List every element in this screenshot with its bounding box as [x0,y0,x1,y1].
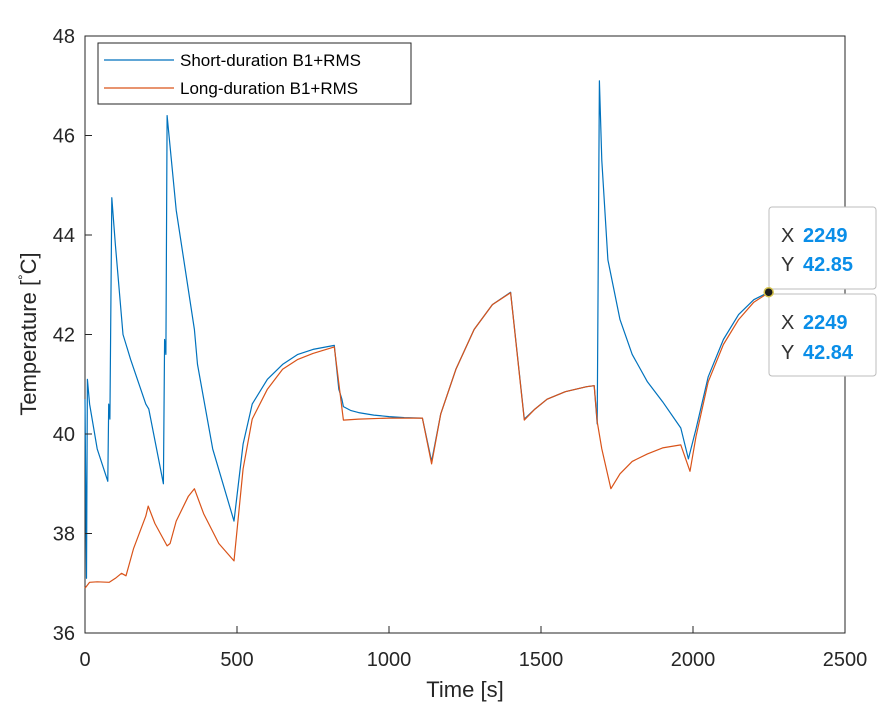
x-tick-label: 2500 [823,649,868,671]
datatip-y-key: Y [781,254,794,276]
legend: Short-duration B1+RMS Long-duration B1+R… [97,42,412,105]
y-tick-label: 48 [53,26,75,48]
datatip-x-value: 2249 [803,312,848,334]
x-tick-label: 1000 [367,649,412,671]
legend-box [97,42,412,105]
x-tick-label: 0 [79,649,90,671]
y-tick-label: 44 [53,225,75,247]
datatip-short[interactable]: X 2249 Y 42.85 [768,206,877,290]
datatip-x-value: 2249 [803,225,848,247]
datatip-x-key: X [781,312,794,334]
datatip-long[interactable]: X 2249 Y 42.84 [768,293,877,377]
datatip-box [768,293,877,377]
legend-entry-long: Long-duration B1+RMS [180,79,358,98]
datatip-x-key: X [781,225,794,247]
x-tick-label: 2000 [671,649,716,671]
x-tick-label: 500 [220,649,253,671]
y-tick-label: 36 [53,623,75,645]
datatip-box [768,206,877,290]
ticks-layer: 0 500 1000 1500 2000 2500 36 38 40 42 44 46 48 [53,26,868,671]
datatip-marker[interactable] [763,286,774,298]
x-tick-label: 1500 [519,649,564,671]
series-layer [84,80,770,589]
y-tick-label: 38 [53,524,75,546]
y-axis-label: Temperature [°C] [15,252,41,415]
series-line-1 [84,292,770,589]
datatip-y-value: 42.84 [803,342,854,364]
y-tick-label: 42 [53,325,75,347]
plot-area: 0 500 1000 1500 2000 2500 36 38 40 42 44 46 48 [53,26,868,671]
series-line-0 [84,80,769,579]
datatip-y-key: Y [781,342,794,364]
y-tick-label: 40 [53,424,75,446]
x-axis-label: Time [s] [426,677,503,702]
y-tick-label: 46 [53,126,75,148]
datatip-y-value: 42.85 [803,254,853,276]
axes-box [84,35,846,634]
legend-entry-short: Short-duration B1+RMS [180,51,361,70]
marker-layer [763,286,774,298]
